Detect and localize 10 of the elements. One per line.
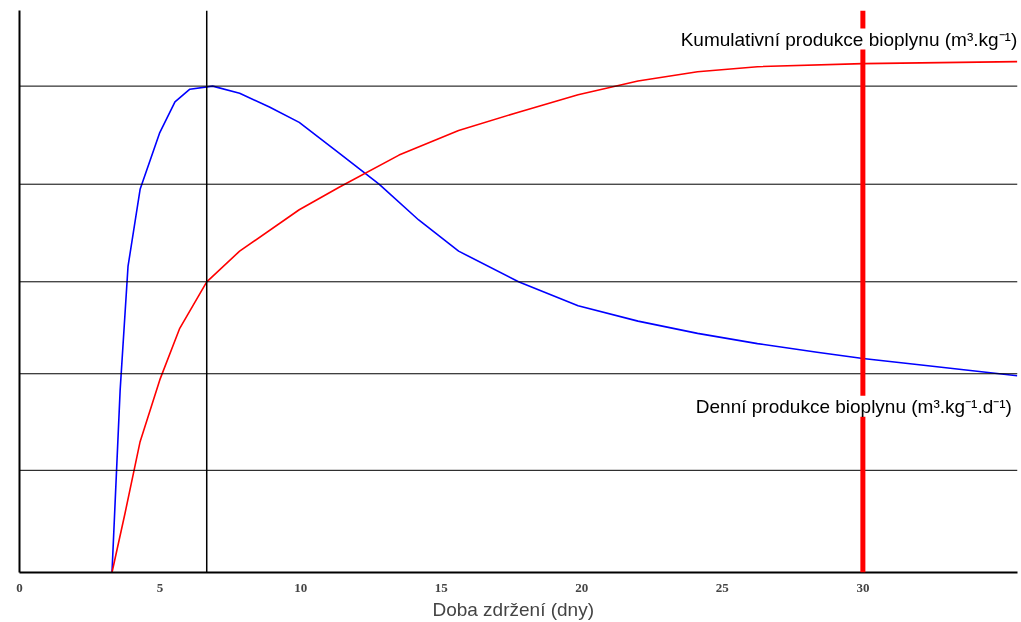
series-label: Kumulativní produkce bioplynu (m³.kg⁻¹) xyxy=(680,28,1018,50)
x-tick-label: 0 xyxy=(16,579,23,595)
x-tick-label: 10 xyxy=(294,579,308,595)
x-tick-label: 20 xyxy=(575,579,589,595)
x-tick-label: 5 xyxy=(156,579,164,595)
x-tick-label: 25 xyxy=(715,579,730,595)
x-tick-label: 30 xyxy=(856,579,870,595)
series-label: Denní produkce bioplynu (m³.kg⁻¹.d⁻¹) xyxy=(695,395,1012,417)
x-tick-label: 15 xyxy=(434,579,449,595)
x-axis-title: Doba zdržení (dny) xyxy=(432,598,595,620)
